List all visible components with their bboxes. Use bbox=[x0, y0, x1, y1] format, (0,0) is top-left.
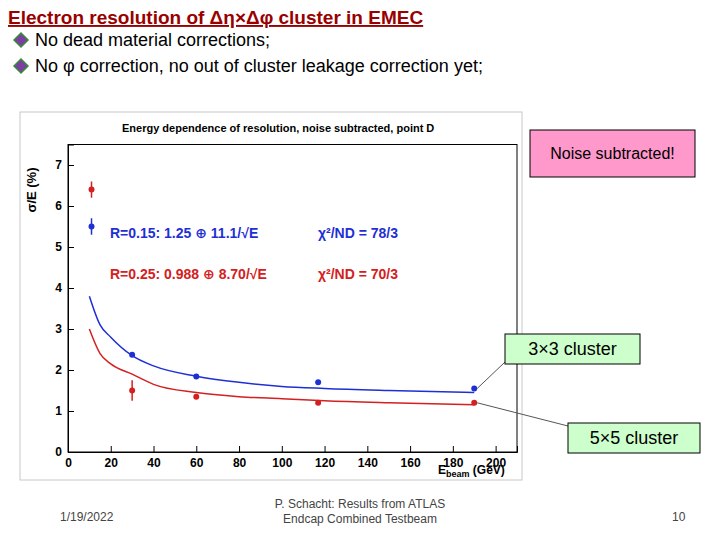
x-tick: 60 bbox=[190, 446, 204, 470]
y-tick: 3 bbox=[55, 322, 74, 336]
legend-entry: R=0.25: 0.988 ⊕ 8.70/√E bbox=[110, 266, 267, 282]
plot-frame bbox=[68, 145, 517, 453]
y-tick-label: 2 bbox=[55, 363, 62, 377]
y-tick-mark bbox=[68, 452, 74, 453]
x-tick: 160 bbox=[401, 446, 421, 470]
y-tick-mark bbox=[68, 206, 74, 207]
y-tick: 7 bbox=[55, 158, 74, 172]
x-tick-mark bbox=[111, 446, 112, 452]
x-tick-label: 140 bbox=[358, 456, 378, 470]
plot-area bbox=[89, 181, 478, 405]
x-tick: 140 bbox=[358, 446, 378, 470]
annotation-text: 3×3 cluster bbox=[528, 339, 617, 359]
y-tick-mark bbox=[68, 165, 74, 166]
x-tick: 100 bbox=[272, 446, 292, 470]
annotation-box bbox=[530, 130, 695, 177]
x-tick-label: 80 bbox=[233, 456, 247, 470]
fit-line bbox=[89, 296, 474, 392]
y-tick-label: 1 bbox=[55, 404, 62, 418]
data-point bbox=[89, 187, 95, 193]
x-tick-label: 20 bbox=[105, 456, 119, 470]
bullet-icon bbox=[14, 59, 28, 73]
x-tick-label: 100 bbox=[272, 456, 292, 470]
chart-title: Energy dependence of resolution, noise s… bbox=[122, 122, 434, 134]
x-tick-mark bbox=[496, 446, 497, 452]
y-tick: 0 bbox=[55, 445, 74, 459]
y-tick-label: 4 bbox=[55, 281, 62, 295]
x-tick-mark bbox=[282, 446, 283, 452]
x-tick-label: 40 bbox=[147, 456, 161, 470]
data-point bbox=[315, 379, 321, 385]
chart-panel bbox=[20, 112, 522, 480]
y-tick: 1 bbox=[55, 404, 74, 418]
x-tick: 20 bbox=[105, 446, 119, 470]
x-tick: 80 bbox=[233, 446, 247, 470]
annotation-text: 5×5 cluster bbox=[590, 428, 679, 448]
annotation-arrow bbox=[477, 403, 568, 426]
y-tick-mark bbox=[68, 370, 74, 371]
y-axis: 0 1 2 3 4 5 6 7 bbox=[55, 145, 74, 459]
y-axis-line bbox=[69, 145, 75, 453]
y-axis-title: σ/E (%) bbox=[24, 167, 39, 212]
x-tick-mark bbox=[196, 446, 197, 452]
fit-line bbox=[89, 329, 474, 405]
x-tick-label: 160 bbox=[401, 456, 421, 470]
footer-date: 1/19/2022 bbox=[60, 510, 114, 524]
bullet-icon bbox=[14, 33, 28, 47]
annotation-box bbox=[505, 334, 640, 364]
x-tick-mark bbox=[453, 446, 454, 452]
fit-quality: χ²/ND = 78/3 bbox=[318, 225, 398, 241]
x-axis-title-sub: beam bbox=[446, 469, 470, 479]
y-tick-mark bbox=[68, 288, 74, 289]
x-tick-mark bbox=[239, 446, 240, 452]
x-tick-label: 120 bbox=[315, 456, 335, 470]
slide: Electron resolution of Δη×Δφ cluster in … bbox=[0, 0, 720, 540]
y-tick: 2 bbox=[55, 363, 74, 377]
y-tick-mark bbox=[68, 329, 74, 330]
y-tick-label: 0 bbox=[55, 445, 62, 459]
y-tick-mark bbox=[68, 247, 74, 248]
x-tick-label: 180 bbox=[443, 456, 463, 470]
x-tick-mark bbox=[410, 446, 411, 452]
x-tick-mark bbox=[154, 446, 155, 452]
slide-title: Electron resolution of Δη×Δφ cluster in … bbox=[8, 7, 423, 28]
annotation-arrow bbox=[477, 362, 505, 388]
fit-quality: χ²/ND = 70/3 bbox=[318, 266, 398, 282]
x-axis-line bbox=[69, 446, 518, 453]
annotation-text: Noise subtracted! bbox=[550, 145, 675, 162]
data-point bbox=[129, 388, 135, 394]
y-tick-label: 5 bbox=[55, 240, 62, 254]
y-tick: 5 bbox=[55, 240, 74, 254]
data-point bbox=[89, 224, 95, 230]
x-tick: 40 bbox=[147, 446, 161, 470]
x-tick-label: 60 bbox=[190, 456, 204, 470]
x-tick-mark bbox=[325, 446, 326, 452]
x-axis-title-part: E bbox=[438, 463, 446, 477]
x-tick-label: 0 bbox=[65, 456, 72, 470]
y-tick-label: 6 bbox=[55, 199, 62, 213]
x-axis-title: Ebeam (GeV) bbox=[438, 463, 505, 479]
y-tick-label: 7 bbox=[55, 158, 62, 172]
x-tick: 120 bbox=[315, 446, 335, 470]
bullet-text: No φ correction, no out of cluster leaka… bbox=[35, 56, 483, 76]
x-axis-title-part: (GeV) bbox=[470, 463, 505, 477]
x-tick-mark bbox=[367, 446, 368, 452]
data-point bbox=[471, 385, 477, 391]
x-axis: 020406080100120140160180200 bbox=[65, 446, 517, 470]
bullet-text: No dead material corrections; bbox=[35, 30, 270, 50]
y-tick-label: 3 bbox=[55, 322, 62, 336]
y-tick: 4 bbox=[55, 281, 74, 295]
annotation-box bbox=[568, 423, 700, 453]
data-point bbox=[193, 394, 199, 400]
legend-entry: R=0.15: 1.25 ⊕ 11.1/√E bbox=[110, 225, 258, 241]
page-number: 10 bbox=[672, 510, 686, 524]
y-tick: 6 bbox=[55, 199, 74, 213]
footer-author: P. Schacht: Results from ATLAS bbox=[275, 497, 445, 511]
y-tick-mark bbox=[68, 411, 74, 412]
footer-author: Endcap Combined Testbeam bbox=[283, 512, 437, 526]
x-tick: 180 bbox=[443, 446, 463, 470]
